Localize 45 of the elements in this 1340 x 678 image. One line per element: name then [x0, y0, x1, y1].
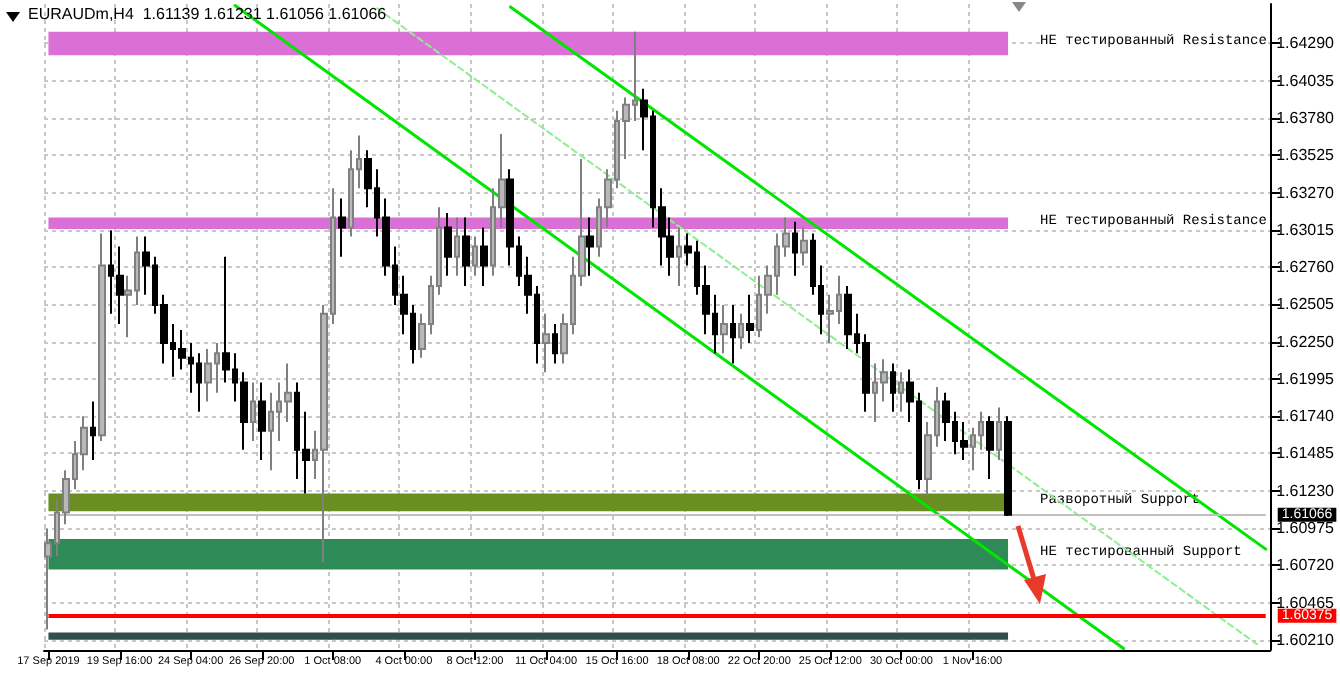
- candlestick: [676, 226, 682, 288]
- candlestick: [730, 304, 736, 365]
- y-tick-label: 1.63780: [1276, 109, 1336, 127]
- candlestick: [462, 216, 470, 288]
- y-tick-label: 1.60720: [1276, 556, 1336, 575]
- candlestick: [746, 293, 754, 345]
- candlestick: [480, 226, 488, 288]
- candlestick: [1004, 415, 1012, 518]
- candlestick: [98, 232, 106, 442]
- candlestick: [338, 197, 346, 258]
- y-tick-label: 1.60465: [1276, 593, 1336, 612]
- y-tick-label: 1.62760: [1276, 258, 1336, 277]
- candlestick: [890, 362, 896, 413]
- candlestick: [996, 406, 1002, 461]
- y-tick-label: 1.64290: [1276, 34, 1336, 53]
- candlestick: [844, 285, 852, 350]
- candlestick: [90, 400, 96, 461]
- y-tick-label: 1.61230: [1276, 481, 1336, 500]
- candlestick: [472, 235, 478, 277]
- candlestick: [454, 216, 460, 277]
- y-tick-label: 1.63525: [1276, 146, 1336, 165]
- candlestick: [552, 323, 558, 365]
- candlestick: [986, 415, 994, 480]
- candlestick: [204, 347, 212, 403]
- candlestick: [800, 226, 808, 267]
- y-tick-label: 1.62505: [1276, 295, 1336, 314]
- candlestick: [898, 371, 904, 413]
- y-tick-label: 1.61485: [1276, 444, 1336, 463]
- y-tick-label: 1.61740: [1276, 407, 1336, 426]
- candlestick: [542, 312, 550, 374]
- candlestick: [792, 220, 798, 277]
- candlestick: [738, 312, 744, 350]
- y-tick-label: 1.62250: [1276, 332, 1336, 351]
- y-tick-label: 1.64035: [1276, 71, 1336, 90]
- y-tick-label: 1.60975: [1276, 518, 1336, 537]
- y-tick-label: 1.63270: [1276, 183, 1336, 202]
- y-tick-label: 1.63015: [1276, 220, 1336, 239]
- candlestick: [250, 381, 256, 442]
- candlestick: [258, 381, 266, 461]
- candlestick: [586, 216, 594, 277]
- y-tick-label: 1.60210: [1276, 630, 1336, 649]
- candlestick: [444, 212, 452, 277]
- candlestick: [720, 304, 728, 355]
- y-tick-label: 1.61995: [1276, 369, 1336, 388]
- candlestick: [268, 391, 274, 472]
